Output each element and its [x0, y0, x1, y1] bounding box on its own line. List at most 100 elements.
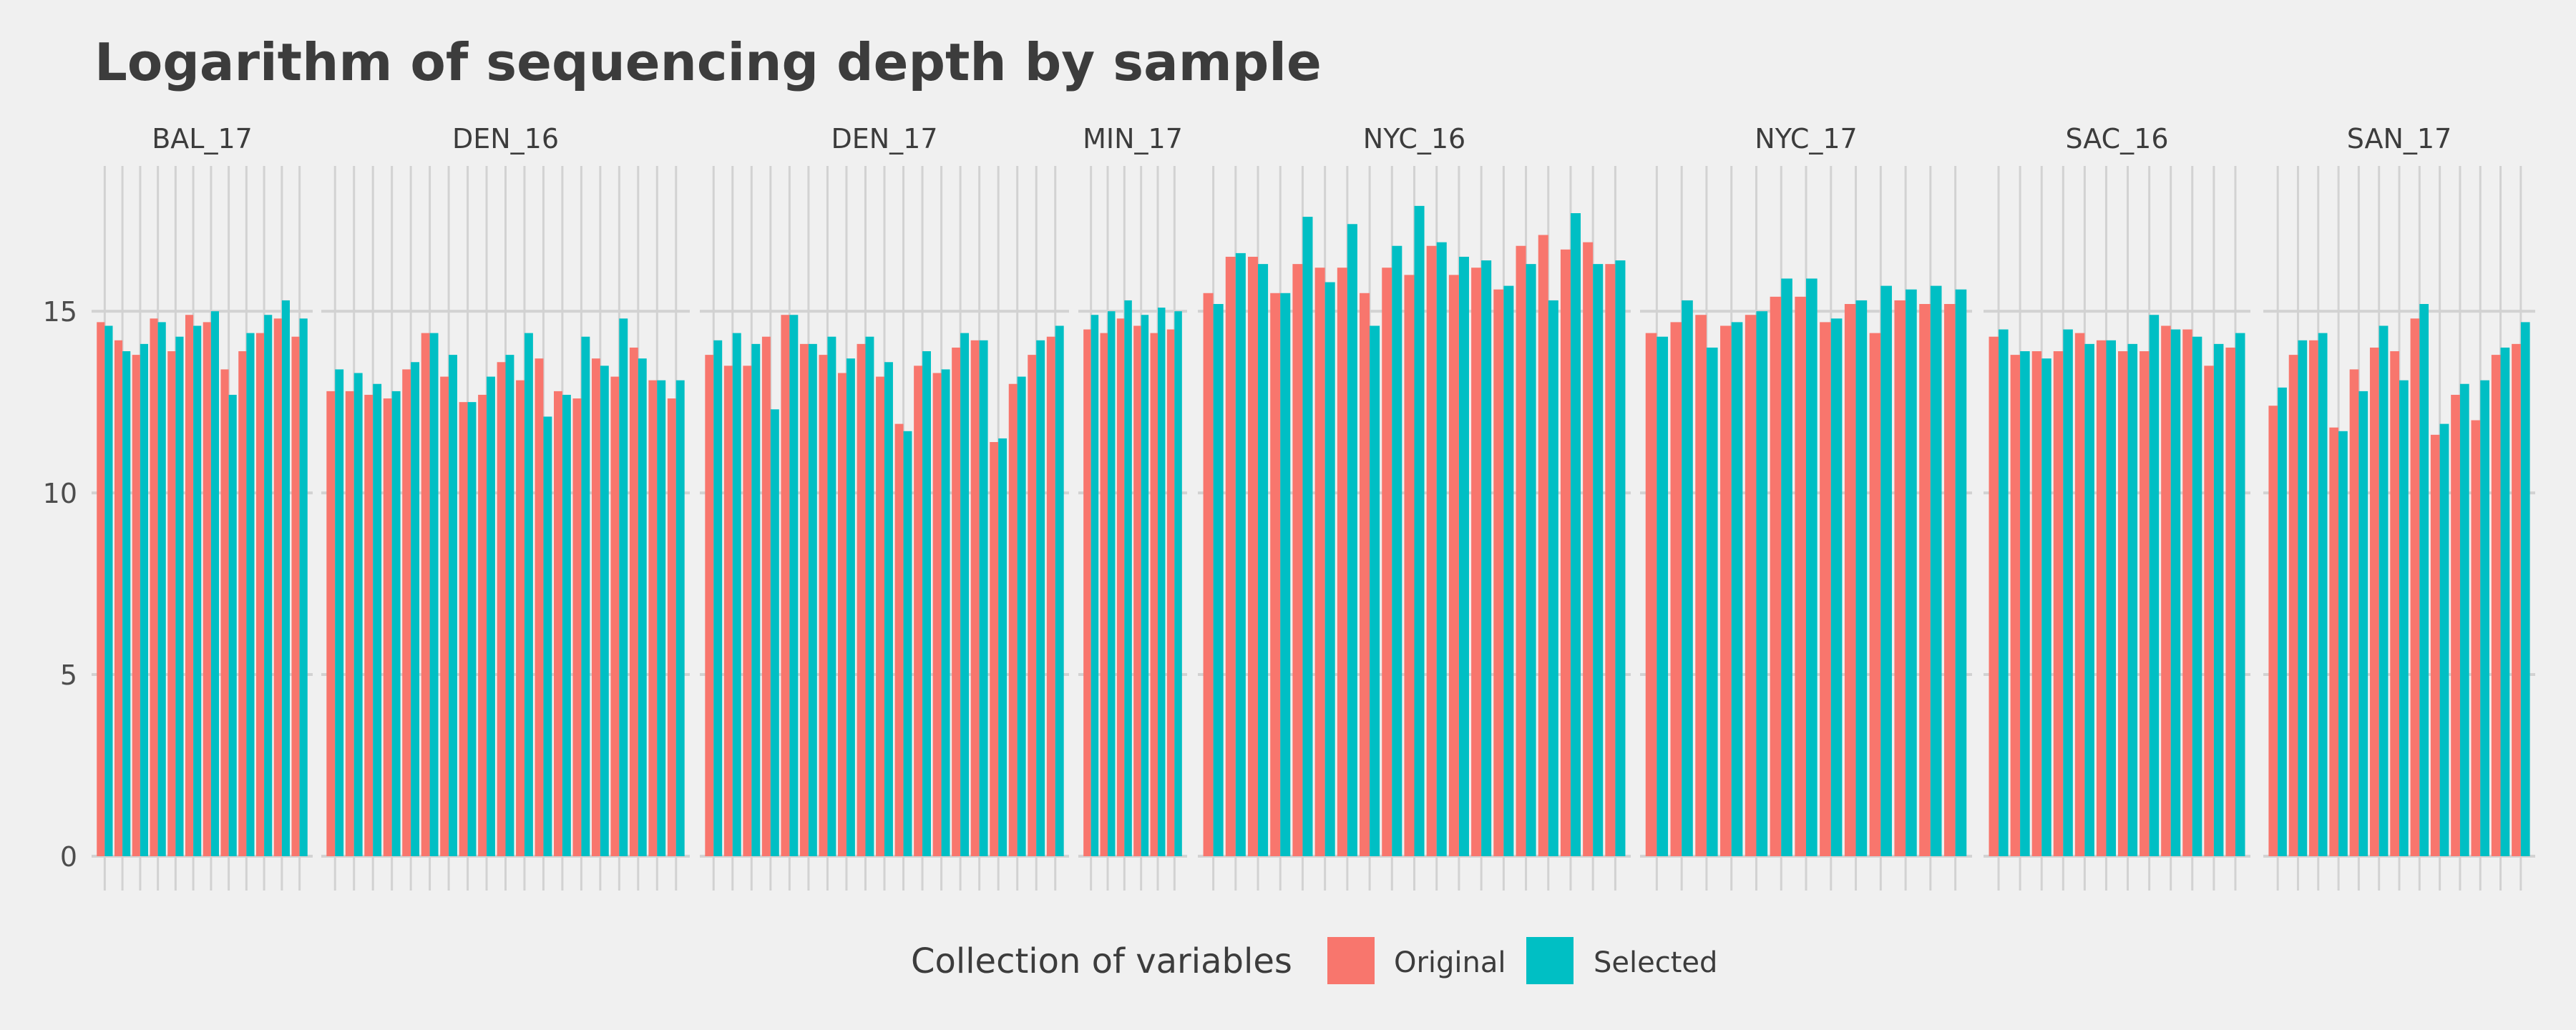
- bar-original: [2010, 355, 2021, 857]
- bar-original: [2309, 340, 2318, 857]
- bar-original: [629, 347, 638, 856]
- bar-original: [838, 373, 847, 856]
- bar-selected: [941, 369, 950, 856]
- bar-original: [1360, 293, 1370, 856]
- bar-original: [952, 347, 961, 856]
- bar-selected: [2149, 315, 2160, 857]
- bar-original: [1745, 315, 1757, 857]
- bar-original: [2118, 351, 2128, 856]
- bar-original: [2268, 406, 2278, 856]
- bar-selected: [2500, 347, 2510, 856]
- bar-selected: [2399, 380, 2409, 856]
- bar-original: [1471, 268, 1482, 856]
- bar-selected: [1392, 245, 1402, 857]
- y-tick-label: 15: [43, 296, 77, 328]
- bar-original: [238, 351, 247, 856]
- bar-selected: [2318, 333, 2328, 856]
- bar-selected: [1806, 278, 1818, 856]
- bar-selected: [1055, 325, 1064, 856]
- bar-original: [1337, 268, 1347, 856]
- legend-label-selected: Selected: [1594, 946, 1717, 979]
- bar-original: [894, 423, 904, 856]
- bar-original: [2349, 369, 2359, 856]
- bar-original: [326, 391, 336, 856]
- bar-selected: [1526, 264, 1536, 856]
- facet-label: DEN_17: [831, 123, 937, 154]
- y-tick-label: 10: [43, 478, 77, 509]
- bar-selected: [1414, 205, 1425, 856]
- facet-label: MIN_17: [1083, 123, 1183, 154]
- bar-selected: [1258, 264, 1269, 856]
- bar-selected: [1955, 289, 1967, 856]
- bar-original: [2329, 427, 2339, 856]
- bar-original: [2140, 351, 2150, 856]
- bar-original: [273, 318, 282, 856]
- bar-original: [1133, 325, 1141, 856]
- bar-selected: [600, 366, 609, 856]
- bar-selected: [1657, 336, 1669, 856]
- bar-original: [421, 333, 430, 856]
- bar-selected: [505, 355, 514, 857]
- bar-original: [554, 391, 562, 856]
- bar-selected: [2520, 322, 2530, 856]
- bar-selected: [246, 333, 255, 856]
- bar-selected: [264, 315, 273, 857]
- bar-selected: [732, 333, 741, 856]
- bar-selected: [1108, 311, 1116, 856]
- bar-original: [2390, 351, 2399, 856]
- bar-original: [572, 398, 582, 856]
- bars-layer: [97, 205, 2530, 857]
- bar-original: [876, 376, 884, 856]
- bar-selected: [210, 311, 220, 856]
- legend-swatch-original: [1327, 937, 1375, 984]
- bar-selected: [1158, 308, 1166, 856]
- bar-original: [345, 391, 354, 856]
- bar-selected: [998, 438, 1008, 856]
- bar-original: [2031, 351, 2042, 856]
- bar-original: [459, 402, 468, 856]
- bar-selected: [2192, 336, 2202, 856]
- bar-selected: [1235, 252, 1246, 856]
- bar-selected: [2379, 325, 2389, 856]
- bar-original: [799, 343, 809, 856]
- bar-selected: [1347, 224, 1357, 856]
- bar-selected: [1706, 347, 1718, 856]
- bar-original: [914, 366, 923, 856]
- bar-selected: [1458, 256, 1469, 856]
- bar-selected: [543, 416, 552, 856]
- bar-original: [1560, 249, 1571, 856]
- bar-selected: [884, 362, 893, 856]
- bar-original: [932, 373, 942, 856]
- bar-selected: [122, 351, 131, 856]
- y-tick-label: 0: [60, 841, 77, 873]
- bar-selected: [373, 383, 382, 856]
- bar-original: [132, 355, 140, 857]
- bar-original: [1989, 336, 1999, 856]
- chart-title: Logarithm of sequencing depth by sample: [94, 32, 1322, 92]
- bar-selected: [2170, 329, 2181, 857]
- bar-original: [364, 394, 374, 856]
- bar-original: [2410, 318, 2420, 856]
- y-tick-label: 5: [60, 659, 77, 691]
- bar-selected: [1593, 264, 1604, 856]
- bar-original: [1008, 383, 1018, 856]
- bar-original: [1605, 264, 1616, 856]
- bar-selected: [1830, 318, 1843, 856]
- bar-selected: [1906, 289, 1917, 856]
- bar-original: [610, 376, 620, 856]
- bar-original: [1516, 245, 1526, 857]
- bar-selected: [675, 380, 685, 856]
- bar-original: [2369, 347, 2379, 856]
- bar-selected: [1324, 282, 1335, 856]
- bar-selected: [713, 340, 723, 857]
- bar-selected: [1302, 217, 1313, 857]
- bar-original: [1894, 300, 1906, 857]
- bar-original: [1919, 304, 1931, 856]
- bar-original: [1292, 264, 1303, 856]
- bar-original: [203, 322, 211, 856]
- bar-original: [1270, 293, 1281, 856]
- bar-original: [1314, 268, 1325, 856]
- bar-selected: [175, 336, 184, 856]
- bar-original: [2451, 394, 2460, 856]
